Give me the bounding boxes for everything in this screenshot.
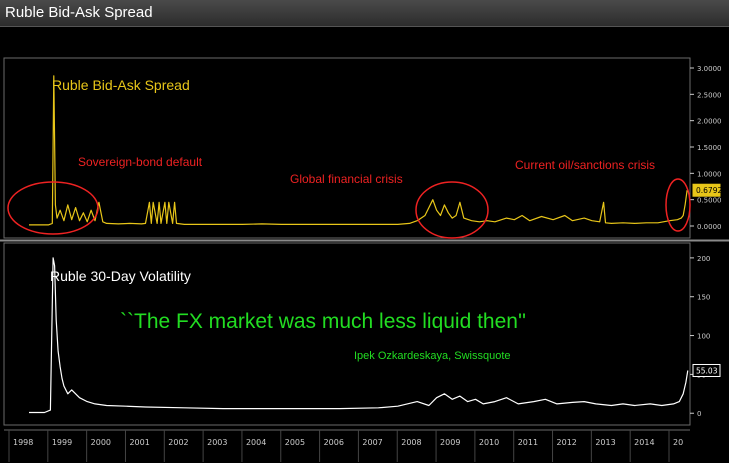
- x-tick-label: 2004: [246, 438, 266, 447]
- volatility-ytick-label: 0: [697, 410, 701, 418]
- x-tick-label: 20: [673, 438, 683, 447]
- volatility-ytick-label: 200: [697, 255, 710, 263]
- volatility-panel: 05010015020055.03: [29, 255, 721, 418]
- circle-oil-sanctions-crisis: [665, 178, 691, 232]
- spread-ytick-label: 2.0000: [697, 118, 722, 126]
- x-axis-band: [0, 429, 729, 463]
- window-title-bar: Ruble Bid-Ask Spread: [0, 0, 729, 27]
- quote-author: Ipek Ozkardeskaya, Swissquote: [354, 350, 511, 362]
- x-tick-label: 2000: [91, 438, 111, 447]
- window-title: Ruble Bid-Ask Spread: [5, 4, 153, 21]
- volatility-ytick-label: 150: [697, 294, 710, 302]
- volatility-chart-title: Ruble 30-Day Volatility: [50, 268, 191, 284]
- x-tick-label: 2013: [595, 438, 615, 447]
- spread-ytick-label: 0.5000: [697, 197, 722, 205]
- spread-ytick-label: 1.5000: [697, 144, 722, 152]
- x-tick-label: 2011: [518, 438, 538, 447]
- x-axis: 1998 1999 2000 2001 2002 2003 2004 2005 2006 2007…: [0, 429, 729, 463]
- spread-panel: 0.0000 0.5000 1.0000 1.5000 2.0000 2.5000 3.00…: [29, 65, 722, 231]
- x-tick-label: 2010: [479, 438, 499, 447]
- x-tick-label: 1998: [13, 438, 33, 447]
- x-tick-label: 2008: [401, 438, 421, 447]
- spread-last-value-label: 0.6792: [696, 186, 722, 195]
- x-tick-label: 2009: [440, 438, 460, 447]
- spread-ytick-label: 3.0000: [697, 65, 722, 73]
- annotation-oil-sanctions-crisis: Current oil/sanctions crisis: [515, 158, 655, 172]
- spread-ytick-label: 0.0000: [697, 223, 722, 231]
- volatility-last-value-tag: [692, 363, 721, 377]
- chart-area: 0.0000 0.5000 1.0000 1.5000 2.0000 2.5000 3.00…: [0, 57, 729, 463]
- spread-series-line: [29, 75, 688, 226]
- x-tick-label: 2005: [285, 438, 305, 447]
- volatility-last-value-label: 55.03: [696, 366, 718, 375]
- x-tick-label: 2001: [129, 438, 149, 447]
- spread-chart-title: Ruble Bid-Ask Spread: [52, 77, 190, 93]
- volatility-series-line: [29, 257, 689, 414]
- quote-text: ``The FX market was much less liquid the…: [120, 310, 526, 333]
- spread-ytick-label: 1.0000: [697, 170, 722, 178]
- circle-sovereign-default: [7, 181, 99, 235]
- spread-ytick-label: 2.5000: [697, 91, 722, 99]
- x-tick-label: 2007: [362, 438, 382, 447]
- x-tick-label: 2006: [324, 438, 344, 447]
- x-tick-label: 2012: [557, 438, 577, 447]
- volatility-ytick-label: 100: [697, 333, 710, 341]
- top-panel-frame: [3, 57, 691, 239]
- x-tick-label: 2002: [168, 438, 188, 447]
- bottom-panel-frame: [3, 242, 691, 426]
- x-tick-label: 2014: [634, 438, 654, 447]
- annotation-financial-crisis: Global financial crisis: [290, 172, 403, 186]
- x-tick-label: 2003: [207, 438, 227, 447]
- annotation-sovereign-default: Sovereign-bond default: [78, 155, 203, 169]
- circle-financial-crisis: [415, 181, 489, 239]
- spread-last-value-tag: [692, 183, 721, 197]
- x-tick-label: 1999: [52, 438, 72, 447]
